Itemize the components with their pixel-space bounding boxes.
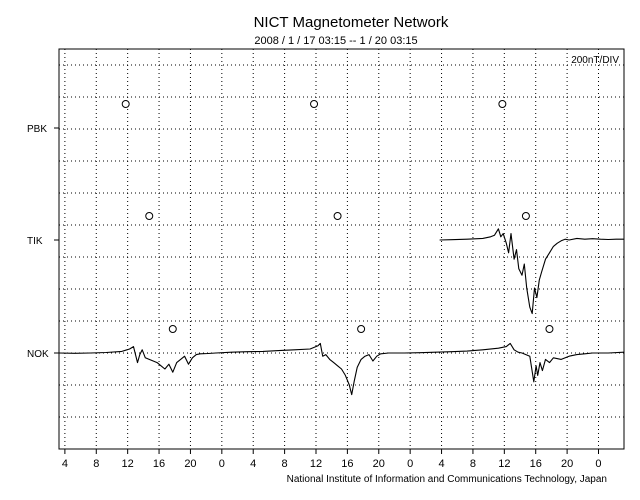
noon-markers bbox=[121, 100, 554, 333]
scale-label: 200nT/DIV bbox=[571, 55, 619, 66]
x-tick-label-1: 8 bbox=[93, 458, 99, 470]
x-tick-label-13: 8 bbox=[470, 458, 476, 470]
x-tick-label-8: 12 bbox=[310, 458, 322, 470]
x-tick-label-17: 0 bbox=[595, 458, 601, 470]
noon-marker-nok-2 bbox=[545, 325, 554, 333]
x-tick-label-0: 4 bbox=[62, 458, 68, 470]
chart-date-range: 2008 / 1 / 17 03:15 -- 1 / 20 03:15 bbox=[254, 35, 417, 47]
series-traces bbox=[58, 228, 625, 396]
noon-marker-nok-1 bbox=[357, 325, 366, 333]
x-tick-label-11: 0 bbox=[407, 458, 413, 470]
station-label-tik: TIK bbox=[27, 236, 43, 247]
noon-marker-pbk-1 bbox=[310, 100, 319, 108]
x-tick-label-3: 16 bbox=[153, 458, 165, 470]
station-labels: PBK TIK NOK bbox=[27, 124, 59, 360]
noon-marker-nok-0 bbox=[168, 325, 177, 333]
station-label-pbk: PBK bbox=[27, 124, 47, 135]
footer-credit: National Institute of Information and Co… bbox=[287, 474, 607, 485]
grid-lines bbox=[59, 49, 624, 449]
chart-title: NICT Magnetometer Network bbox=[254, 14, 449, 31]
noon-marker-tik-0 bbox=[145, 212, 154, 220]
x-ticks: 4 8 12 16 20 0 4 8 12 16 20 0 4 8 12 16 20 0 bbox=[62, 449, 602, 470]
noon-marker-pbk-0 bbox=[121, 100, 130, 108]
noon-marker-pbk-2 bbox=[498, 100, 507, 108]
trace-nok bbox=[58, 342, 625, 396]
x-tick-label-6: 4 bbox=[250, 458, 256, 470]
x-tick-label-15: 16 bbox=[530, 458, 542, 470]
x-tick-label-7: 8 bbox=[282, 458, 288, 470]
x-tick-label-2: 12 bbox=[122, 458, 134, 470]
x-tick-label-14: 12 bbox=[498, 458, 510, 470]
x-tick-label-16: 20 bbox=[561, 458, 573, 470]
x-tick-label-9: 16 bbox=[341, 458, 353, 470]
x-tick-label-4: 20 bbox=[184, 458, 196, 470]
plot-frame bbox=[58, 48, 625, 450]
noon-marker-tik-2 bbox=[521, 212, 530, 220]
noon-marker-tik-1 bbox=[333, 212, 342, 220]
x-tick-label-10: 20 bbox=[373, 458, 385, 470]
trace-tik bbox=[439, 228, 624, 315]
x-tick-label-12: 4 bbox=[438, 458, 444, 470]
x-tick-label-5: 0 bbox=[219, 458, 225, 470]
station-label-nok: NOK bbox=[27, 349, 49, 360]
